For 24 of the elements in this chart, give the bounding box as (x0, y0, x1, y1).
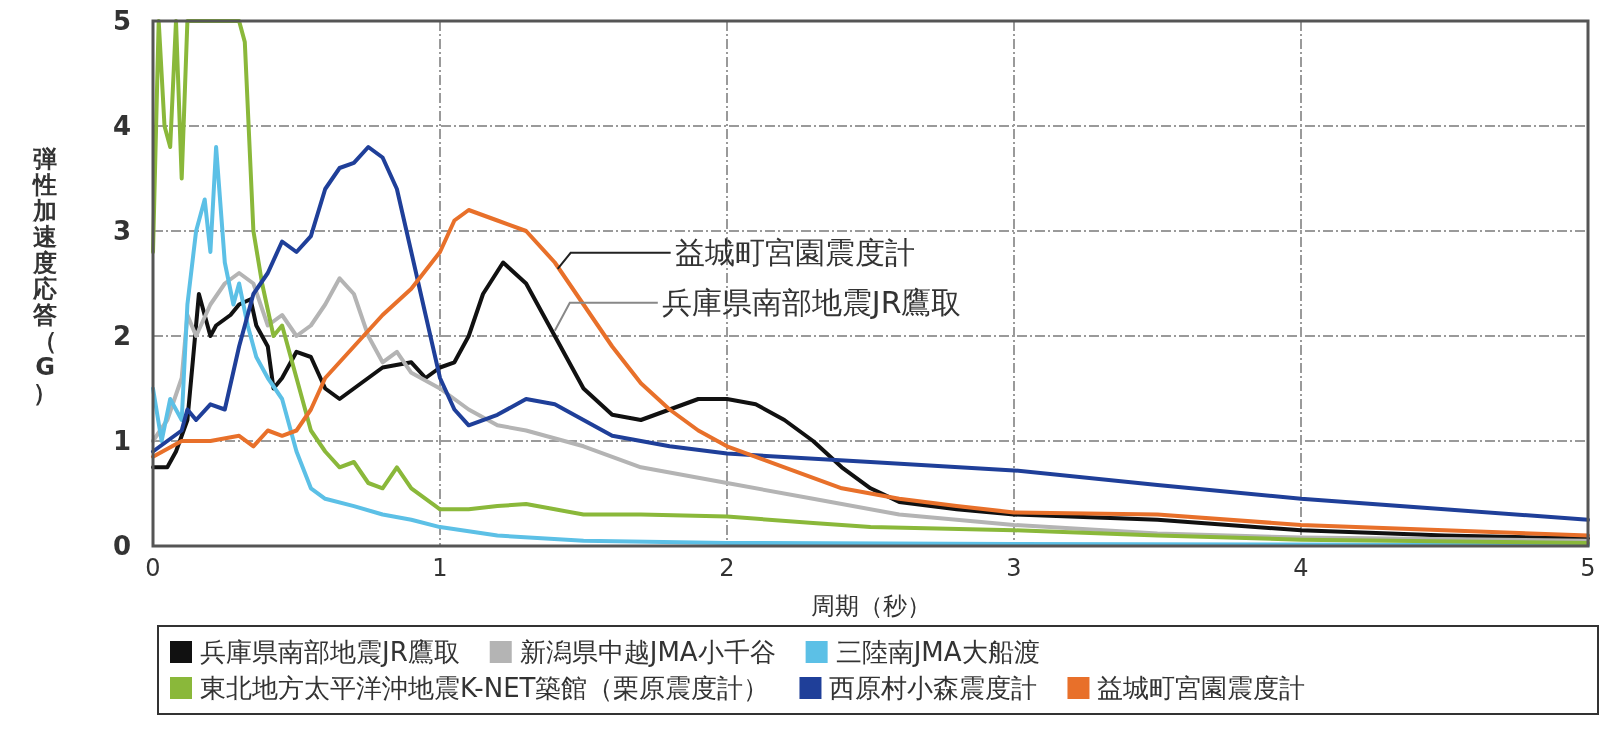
x-axis-title: 周期（秒） (810, 592, 931, 620)
line-series (151, 19, 1590, 545)
legend-label: 西原村小森震度計 (829, 673, 1038, 703)
annotation: 兵庫県南部地震JR鷹取 (661, 284, 962, 320)
x-tick-label: 5 (1580, 554, 1596, 582)
x-tick-label: 1 (432, 554, 448, 582)
x-tick-label: 2 (719, 554, 735, 582)
legend-label: 新潟県中越JMA小千谷 (519, 637, 776, 667)
x-tick-label: 0 (145, 554, 161, 582)
legend-label: 三陸南JMA大船渡 (835, 637, 1040, 667)
line-series (151, 208, 1590, 538)
annotation: 益城町宮園震度計 (674, 234, 915, 270)
legend-label: 兵庫県南部地震JR鷹取 (200, 637, 460, 667)
y-tick-label: 5 (112, 6, 131, 36)
text: 弾性加速度応答（G） (33, 144, 57, 407)
y-tick-label: 4 (112, 111, 131, 141)
y-tick-label: 2 (112, 321, 131, 351)
legend-label: 東北地方太平洋沖地震K-NET築館（栗原震度計） (200, 673, 770, 703)
legend-label: 益城町宮園震度計 (1097, 673, 1306, 703)
y-tick-label: 3 (112, 216, 131, 246)
y-tick-label: 0 (112, 531, 131, 561)
x-tick-label: 4 (1293, 554, 1309, 582)
y-tick-label: 1 (112, 426, 131, 456)
x-tick-label: 3 (1006, 554, 1022, 582)
